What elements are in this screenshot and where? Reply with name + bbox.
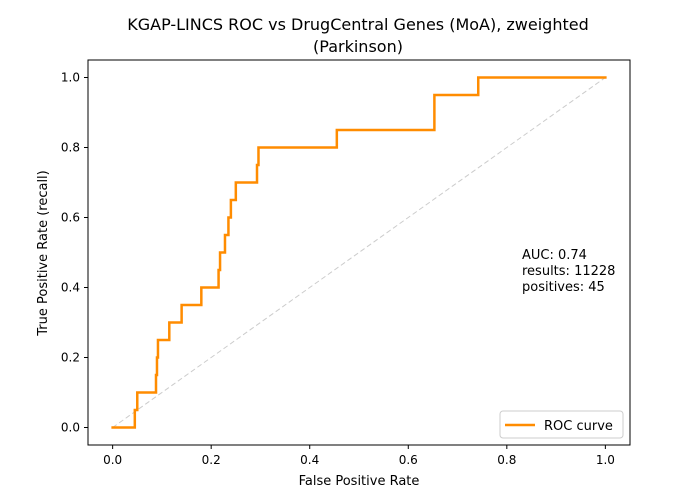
- chart-title-line-2: (Parkinson): [313, 37, 403, 56]
- axes-frame: [87, 59, 631, 446]
- legend-label-roc-curve: ROC curve: [544, 419, 613, 434]
- y-axis-label: True Positive Rate (recall): [36, 170, 51, 336]
- roc-curve-line: [111, 76, 607, 429]
- y-axis-ticks: 0.0 0.2 0.4 0.6 0.8 1.0: [61, 71, 88, 435]
- y-tick-label: 0.4: [61, 281, 80, 295]
- chance-diagonal-line: [112, 77, 606, 428]
- y-tick-label: 1.0: [61, 71, 80, 85]
- chart-title-line-1: KGAP-LINCS ROC vs DrugCentral Genes (MoA…: [127, 15, 589, 34]
- annotation-auc: AUC: 0.74: [522, 248, 587, 263]
- x-axis-ticks: 0.0 0.2 0.4 0.6 0.8 1.0: [103, 445, 615, 467]
- legend-box: [499, 410, 624, 439]
- x-tick-label: 0.4: [300, 453, 319, 467]
- x-axis-label: False Positive Rate: [299, 474, 420, 489]
- x-tick-label: 0.0: [103, 453, 122, 467]
- y-tick-label: 0.0: [61, 421, 80, 435]
- annotation-positives: positives: 45: [522, 280, 605, 295]
- x-tick-label: 0.2: [202, 453, 221, 467]
- y-tick-label: 0.6: [61, 211, 80, 225]
- plot-area: [111, 76, 607, 429]
- annotation-results: results: 11228: [522, 264, 615, 279]
- x-tick-label: 0.8: [497, 453, 516, 467]
- y-tick-label: 0.8: [61, 141, 80, 155]
- x-tick-label: 0.6: [399, 453, 418, 467]
- legend: ROC curve: [499, 410, 624, 439]
- y-tick-label: 0.2: [61, 351, 80, 365]
- x-tick-label: 1.0: [596, 453, 615, 467]
